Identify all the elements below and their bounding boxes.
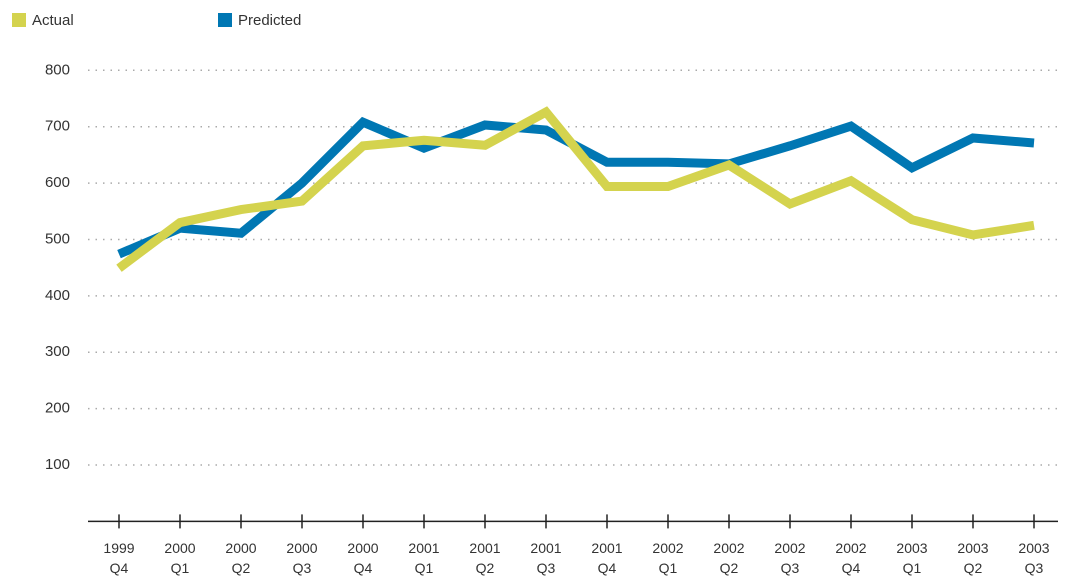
x-tick-label: 2001 Q1 bbox=[408, 540, 440, 576]
y-tick-label: 400 bbox=[45, 287, 70, 304]
y-tick-label: 200 bbox=[45, 400, 70, 417]
x-tick-label: 2001 Q3 bbox=[530, 540, 562, 576]
x-tick-label: 2003 Q2 bbox=[957, 540, 989, 576]
legend-label: Predicted bbox=[238, 12, 301, 29]
x-tick-label: 1999 Q4 bbox=[103, 540, 135, 576]
y-tick-label: 300 bbox=[45, 343, 70, 360]
y-tick-label: 700 bbox=[45, 118, 70, 135]
x-tick-label: 2002 Q1 bbox=[652, 540, 684, 576]
legend-label: Actual bbox=[32, 12, 74, 29]
y-tick-label: 500 bbox=[45, 230, 70, 247]
x-tick-label: 2002 Q4 bbox=[835, 540, 867, 576]
line-series bbox=[116, 106, 1035, 272]
x-tick-label: 2003 Q1 bbox=[896, 540, 928, 576]
x-tick-label: 2003 Q3 bbox=[1018, 540, 1050, 576]
y-tick-label: 100 bbox=[45, 456, 70, 473]
legend-swatch bbox=[218, 13, 232, 27]
x-tick-label: 2000 Q1 bbox=[164, 540, 196, 576]
x-tick-label: 2001 Q2 bbox=[469, 540, 501, 576]
x-tick-label: 2001 Q4 bbox=[591, 540, 623, 576]
x-tick-label: 2002 Q2 bbox=[713, 540, 745, 576]
y-tick-label: 800 bbox=[45, 61, 70, 78]
x-tick-label: 2002 Q3 bbox=[774, 540, 806, 576]
x-tick-label: 2000 Q2 bbox=[225, 540, 257, 576]
y-tick-label: 600 bbox=[45, 174, 70, 191]
x-tick-label: 2000 Q4 bbox=[347, 540, 379, 576]
line-series bbox=[117, 116, 1035, 259]
legend-swatch bbox=[12, 13, 26, 27]
x-tick-label: 2000 Q3 bbox=[286, 540, 318, 576]
